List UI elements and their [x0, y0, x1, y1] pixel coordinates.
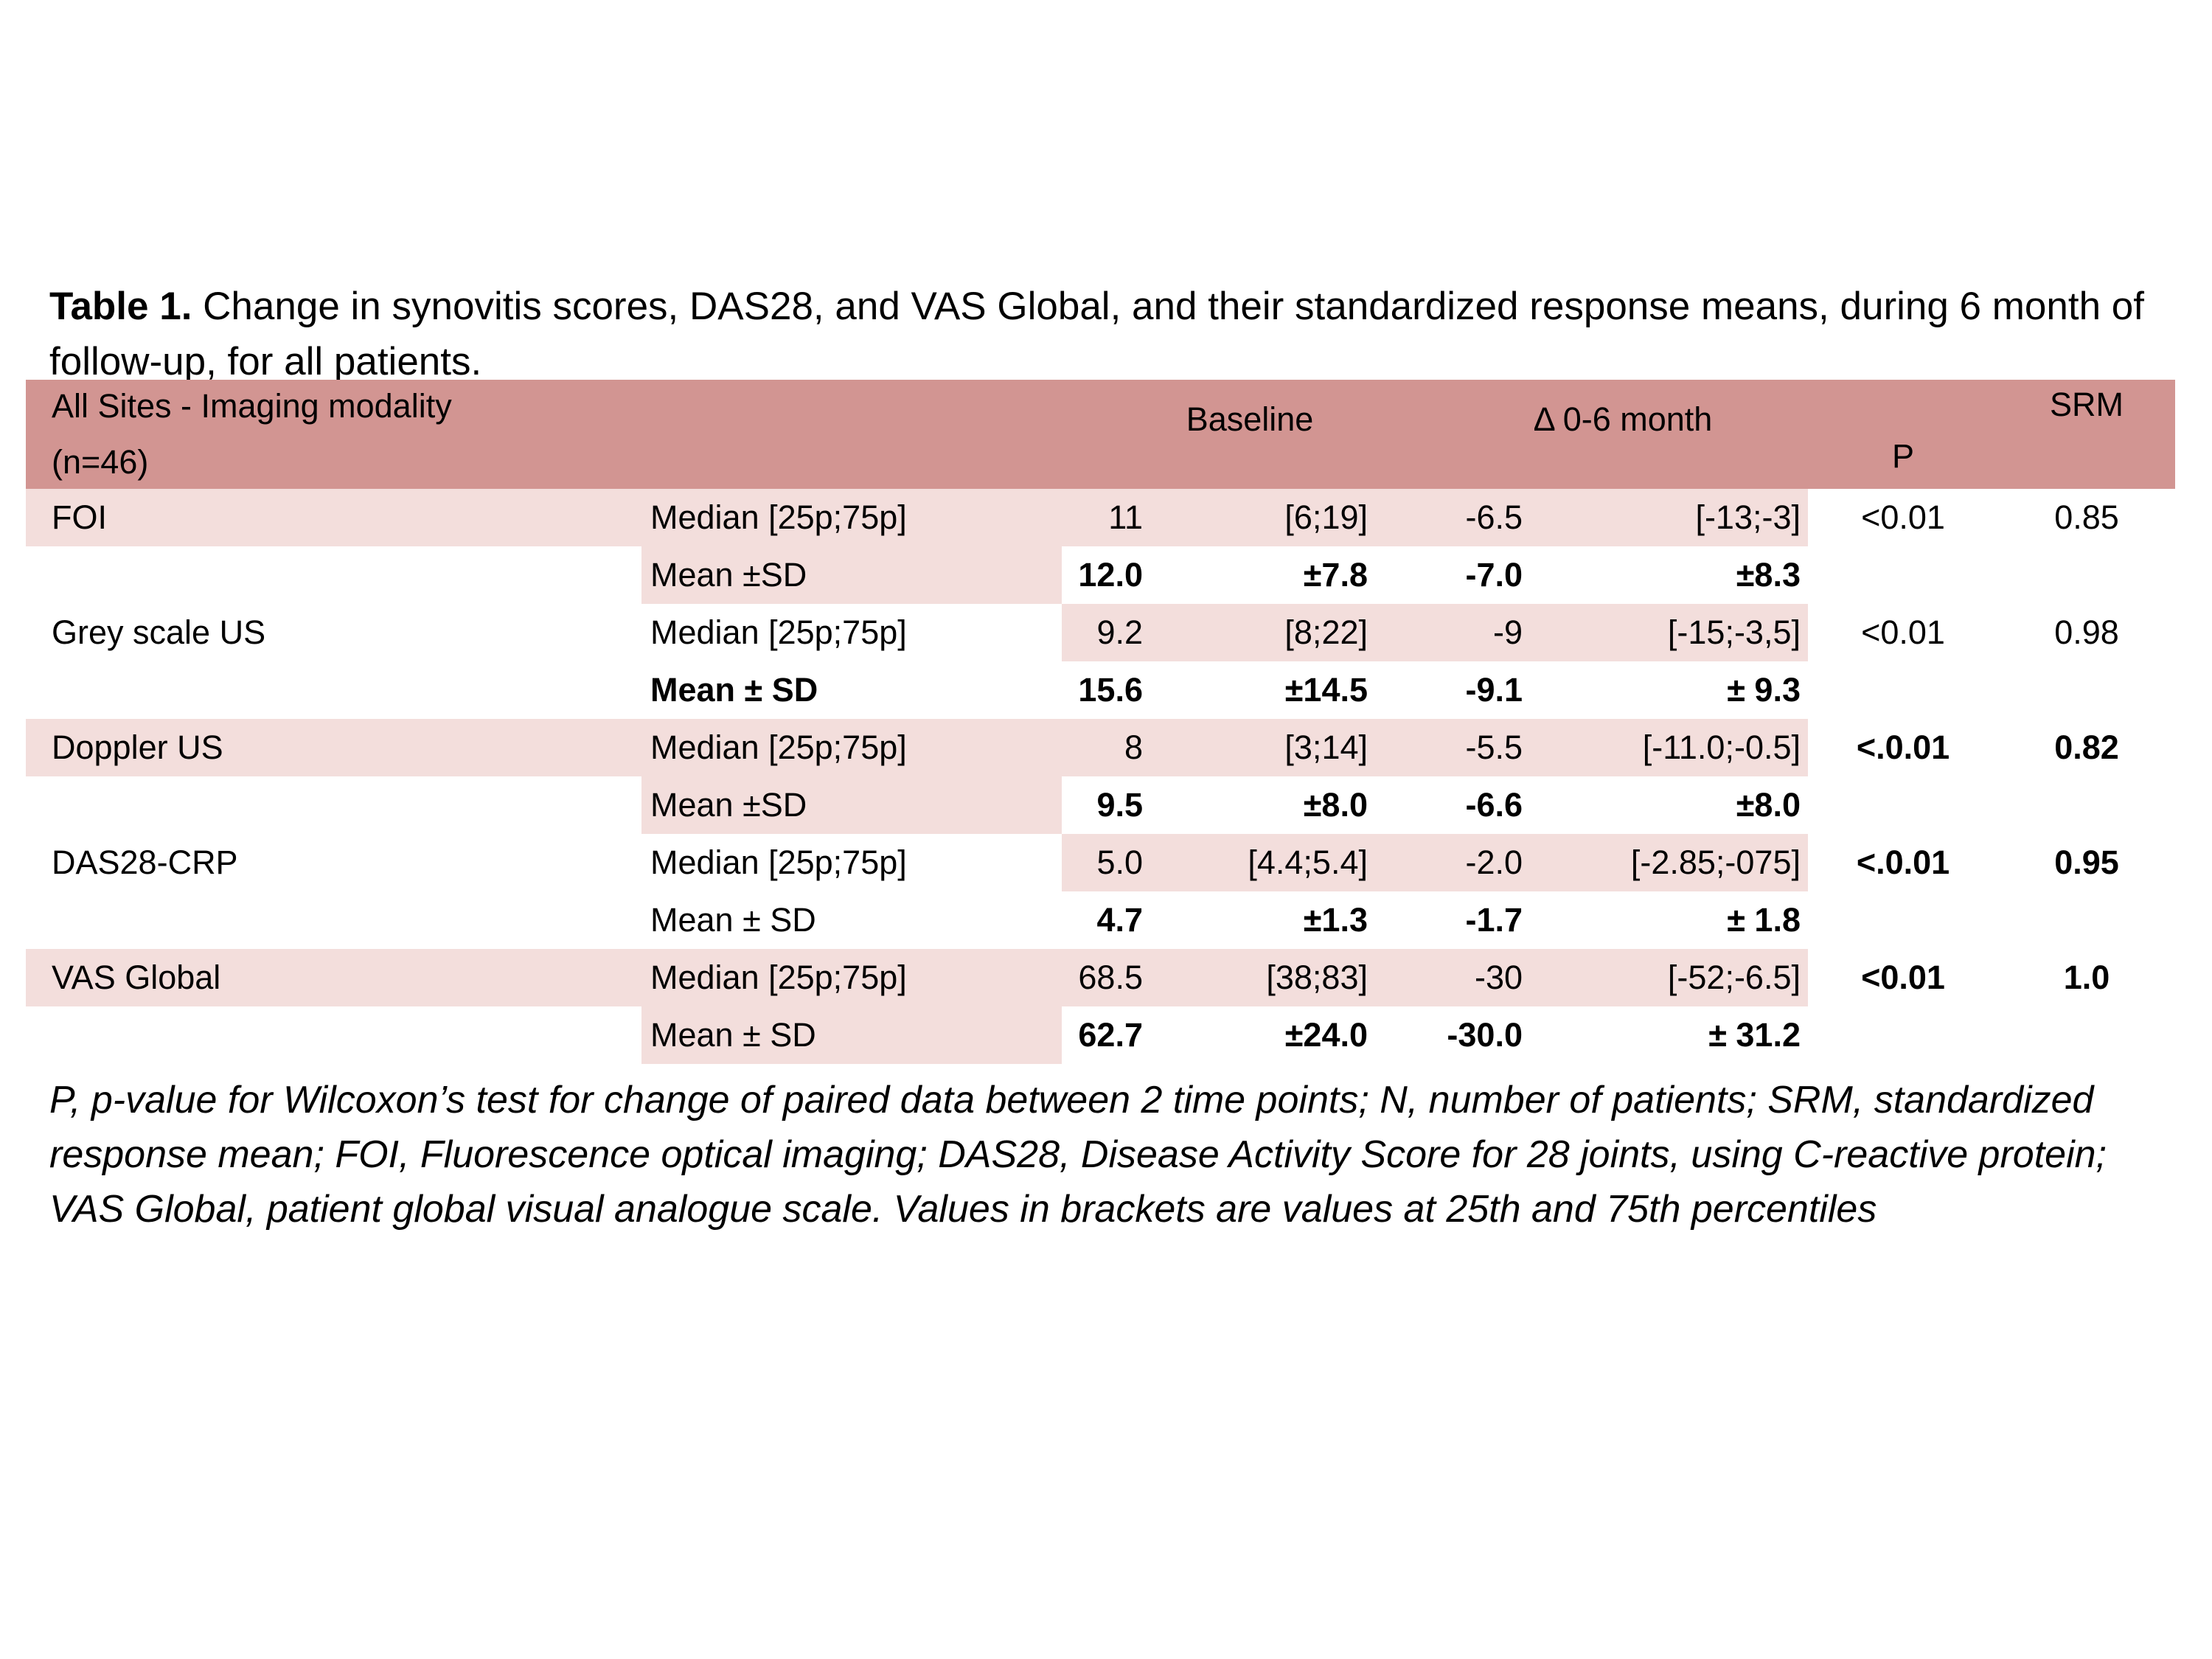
- results-table: All Sites - Imaging modality (n=46) Base…: [26, 380, 2175, 1064]
- header-p: P: [1808, 380, 1998, 489]
- header-modality: All Sites - Imaging modality (n=46): [26, 380, 1062, 489]
- foi-median-delta-iqr: [-13;-3]: [1556, 489, 1808, 546]
- header-srm: SRM: [1998, 380, 2175, 489]
- foi-median-delta-value: -6.5: [1438, 489, 1556, 546]
- grey-mean-delta-value: -9.1: [1438, 661, 1556, 719]
- vas-srm-value: 1.0: [1998, 949, 2175, 1006]
- vas-mean-stat-label: Mean ± SD: [641, 1006, 1062, 1064]
- grey-p-value: <0.01: [1808, 604, 1998, 661]
- das28-mean-baseline-value: 4.7: [1062, 891, 1217, 949]
- foi-median-baseline-value: 11: [1062, 489, 1217, 546]
- das28-median-stat-label: Median [25p;75p]: [641, 834, 1062, 891]
- doppler-median-stat-label: Median [25p;75p]: [641, 719, 1062, 776]
- row-label-foi: FOI: [26, 489, 641, 546]
- das28-mean-delta-sd: ± 1.8: [1556, 891, 1808, 949]
- foi-mean-delta-sd: ±8.3: [1556, 546, 1808, 604]
- row-label-vas-global: VAS Global: [26, 949, 641, 1006]
- doppler-mean-stat-label: Mean ±SD: [641, 776, 1062, 834]
- das28-median-baseline-value: 5.0: [1062, 834, 1217, 891]
- grey-median-stat-label: Median [25p;75p]: [641, 604, 1062, 661]
- doppler-mean-baseline-sd: ±8.0: [1217, 776, 1438, 834]
- das28-median-delta-iqr: [-2.85;-075]: [1556, 834, 1808, 891]
- grey-mean-stat-label: Mean ± SD: [641, 661, 1062, 719]
- grey-median-baseline-iqr: [8;22]: [1217, 604, 1438, 661]
- vas-mean-baseline-sd: ±24.0: [1217, 1006, 1438, 1064]
- vas-mean-delta-value: -30.0: [1438, 1006, 1556, 1064]
- doppler-mean-delta-sd: ±8.0: [1556, 776, 1808, 834]
- grey-mean-baseline-sd: ±14.5: [1217, 661, 1438, 719]
- foi-median-stat-label: Median [25p;75p]: [641, 489, 1062, 546]
- row-label-doppler-us: Doppler US: [26, 719, 641, 776]
- vas-median-baseline-iqr: [38;83]: [1217, 949, 1438, 1006]
- grey-mean-delta-sd: ± 9.3: [1556, 661, 1808, 719]
- grey-median-delta-value: -9: [1438, 604, 1556, 661]
- foi-mean-baseline-sd: ±7.8: [1217, 546, 1438, 604]
- header-delta: Δ 0-6 month: [1438, 380, 1808, 489]
- foi-p-value: <0.01: [1808, 489, 1998, 546]
- das28-median-baseline-iqr: [4.4;5.4]: [1217, 834, 1438, 891]
- doppler-median-delta-value: -5.5: [1438, 719, 1556, 776]
- doppler-median-baseline-value: 8: [1062, 719, 1217, 776]
- vas-median-baseline-value: 68.5: [1062, 949, 1217, 1006]
- vas-median-delta-iqr: [-52;-6.5]: [1556, 949, 1808, 1006]
- das28-mean-baseline-sd: ±1.3: [1217, 891, 1438, 949]
- doppler-median-delta-iqr: [-11.0;-0.5]: [1556, 719, 1808, 776]
- doppler-mean-baseline-value: 9.5: [1062, 776, 1217, 834]
- das28-mean-stat-label: Mean ± SD: [641, 891, 1062, 949]
- grey-median-baseline-value: 9.2: [1062, 604, 1217, 661]
- foi-mean-baseline-value: 12.0: [1062, 546, 1217, 604]
- das28-mean-delta-value: -1.7: [1438, 891, 1556, 949]
- header-modality-line1: All Sites - Imaging modality: [52, 387, 452, 425]
- vas-mean-delta-sd: ± 31.2: [1556, 1006, 1808, 1064]
- foi-mean-delta-value: -7.0: [1438, 546, 1556, 604]
- grey-median-delta-iqr: [-15;-3,5]: [1556, 604, 1808, 661]
- header-baseline: Baseline: [1062, 380, 1438, 489]
- header-modality-line2: (n=46): [52, 443, 149, 481]
- foi-mean-stat-label: Mean ±SD: [641, 546, 1062, 604]
- das28-median-delta-value: -2.0: [1438, 834, 1556, 891]
- table-title-label: Table 1.: [49, 285, 192, 328]
- foi-median-baseline-iqr: [6;19]: [1217, 489, 1438, 546]
- vas-median-stat-label: Median [25p;75p]: [641, 949, 1062, 1006]
- das28-srm-value: 0.95: [1998, 834, 2175, 891]
- grey-srm-value: 0.98: [1998, 604, 2175, 661]
- doppler-median-baseline-iqr: [3;14]: [1217, 719, 1438, 776]
- doppler-srm-value: 0.82: [1998, 719, 2175, 776]
- row-label-das28-crp: DAS28-CRP: [26, 834, 641, 891]
- doppler-mean-delta-value: -6.6: [1438, 776, 1556, 834]
- doppler-p-value: <.0.01: [1808, 719, 1998, 776]
- vas-mean-baseline-value: 62.7: [1062, 1006, 1217, 1064]
- table-title-text: Change in synovitis scores, DAS28, and V…: [49, 285, 2144, 383]
- grey-mean-baseline-value: 15.6: [1062, 661, 1217, 719]
- table-title: Table 1. Change in synovitis scores, DAS…: [49, 279, 2180, 389]
- foi-srm-value: 0.85: [1998, 489, 2175, 546]
- row-label-grey-scale-us: Grey scale US: [26, 604, 641, 661]
- table-footnote: P, p-value for Wilcoxon’s test for chang…: [49, 1079, 2107, 1231]
- vas-p-value: <0.01: [1808, 949, 1998, 1006]
- das28-p-value: <.0.01: [1808, 834, 1998, 891]
- vas-median-delta-value: -30: [1438, 949, 1556, 1006]
